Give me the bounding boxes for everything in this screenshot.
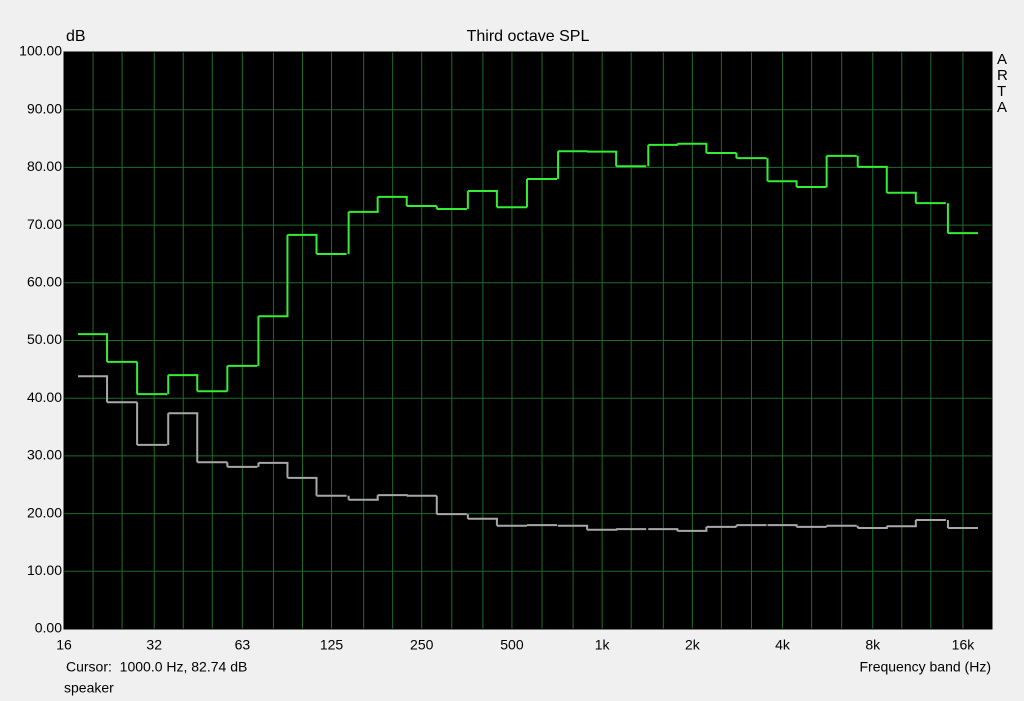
plot-frame (63, 51, 993, 630)
x-tick-label: 4k (775, 637, 791, 653)
cursor-readout: Cursor: 1000.0 Hz, 82.74 dB (66, 659, 247, 675)
x-axis-label: Frequency band (Hz) (859, 659, 991, 675)
y-tick-label: 10.00 (27, 562, 62, 578)
y-tick-label: 80.00 (27, 158, 62, 174)
x-tick-label: 63 (235, 637, 251, 653)
y-tick-label: 60.00 (27, 274, 62, 290)
y-tick-label: 0.00 (35, 620, 62, 636)
y-tick-label: 40.00 (27, 389, 62, 405)
chart-title: Third octave SPL (467, 28, 590, 45)
x-tick-label: 125 (320, 637, 344, 653)
x-tick-label: 8k (865, 637, 881, 653)
x-tick-label: 2k (685, 637, 701, 653)
y-tick-label: 50.00 (27, 331, 62, 347)
y-tick-label: 100.00 (19, 43, 62, 59)
x-tick-label: 16 (56, 637, 72, 653)
trace-name: speaker (64, 680, 114, 696)
y-tick-label: 30.00 (27, 447, 62, 463)
x-tick-label: 16k (952, 637, 976, 653)
side-label: ARTA (997, 51, 1008, 116)
x-tick-label: 500 (500, 637, 524, 653)
y-tick-label: 70.00 (27, 216, 62, 232)
x-tick-label: 1k (595, 637, 611, 653)
x-tick-label: 32 (146, 637, 162, 653)
y-axis-label: dB (66, 28, 86, 45)
y-tick-label: 90.00 (27, 100, 62, 116)
x-tick-label: 250 (410, 637, 434, 653)
y-tick-label: 20.00 (27, 504, 62, 520)
